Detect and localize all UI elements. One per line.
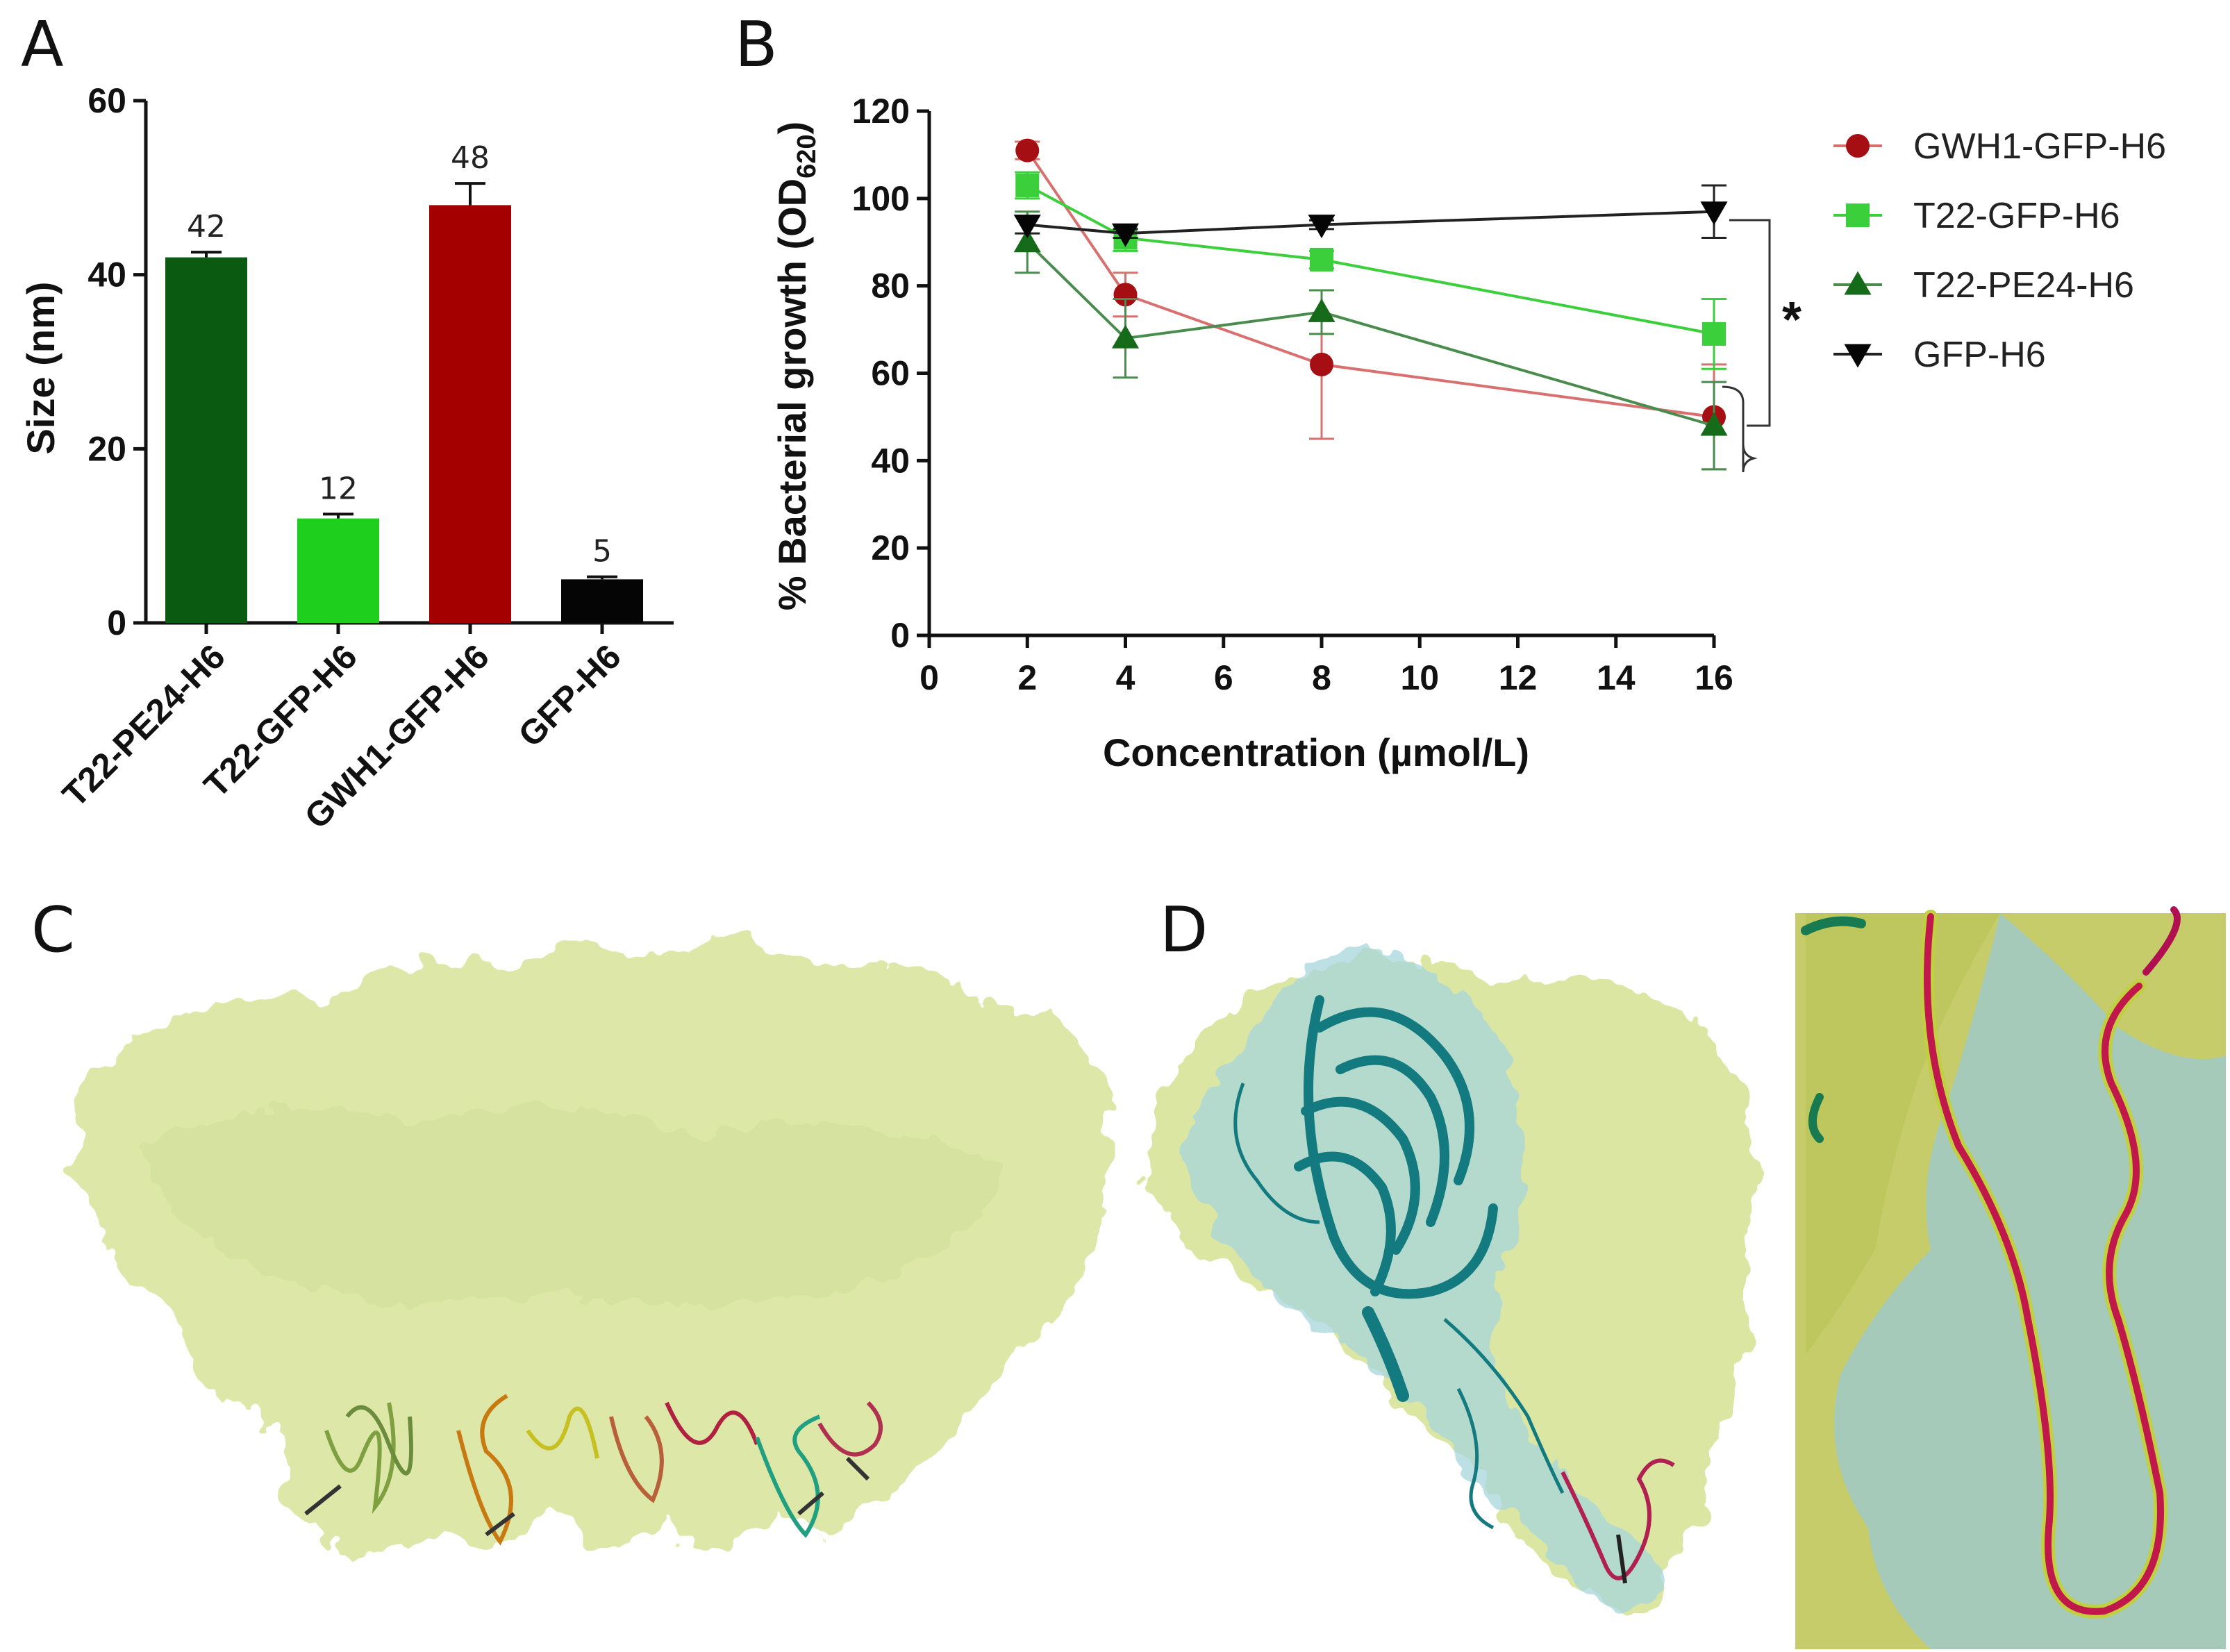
- marker-triangle-down: [1700, 201, 1728, 226]
- x-tick-label: 12: [1499, 658, 1538, 697]
- series-line: [1027, 210, 1715, 235]
- panel-b: B 0 20 40 60 80 100 120 0 2 4 6 8 10 12 14 16 Concentra…: [735, 8, 2166, 774]
- y-tick-label: 0: [107, 603, 126, 642]
- y-tick-label: 60: [871, 354, 910, 393]
- bar: [429, 205, 511, 623]
- y-tick-label: 60: [88, 81, 126, 120]
- y-tick-label: 40: [871, 441, 910, 480]
- panel-c: C: [31, 894, 1111, 1553]
- x-tick-label: 8: [1312, 658, 1331, 697]
- legend-label: T22-PE24-H6: [1913, 265, 2134, 306]
- marker-square: [1846, 203, 1870, 227]
- legend-label: GWH1-GFP-H6: [1913, 126, 2166, 167]
- marker-triangle-up: [1700, 412, 1728, 436]
- marker-triangle-down: [1308, 215, 1335, 239]
- panel-label-b: B: [735, 8, 778, 81]
- line-chart-legend: GWH1-GFP-H6 T22-GFP-H6 T22-PE24-H6 GFP-H6: [1833, 126, 2166, 375]
- y-tick-label: 20: [88, 429, 126, 468]
- bar: [561, 579, 643, 623]
- y-tick-label: 100: [852, 179, 910, 218]
- marker-square: [1702, 322, 1726, 346]
- series-t22-gfp-h6: [1015, 171, 1726, 370]
- series-line: [1026, 184, 1715, 335]
- x-tick-label: 4: [1116, 658, 1135, 697]
- x-tick-label: 6: [1214, 658, 1233, 697]
- bar: [297, 518, 379, 623]
- x-tick-label: 14: [1597, 658, 1636, 697]
- marker-triangle-down: [1013, 215, 1041, 239]
- significance-bracket-small: [1722, 385, 1758, 473]
- series-gwh1-gfp-h6: [1015, 138, 1726, 471]
- line-chart-series: [1013, 138, 1728, 471]
- series-line: [1026, 149, 1715, 419]
- marker-circle: [1113, 283, 1138, 307]
- y-tick-label: 0: [890, 616, 910, 655]
- legend-label: GFP-H6: [1913, 335, 2046, 375]
- x-tick-label: 0: [920, 658, 939, 697]
- y-axis-title-subscript: 620: [792, 134, 822, 178]
- bar-chart-y-axis-title: Size (nm): [19, 282, 63, 455]
- category-label: GFP-H6: [511, 637, 629, 754]
- marker-triangle-up: [1844, 271, 1872, 295]
- marker-triangle-up: [1308, 298, 1335, 322]
- y-axis-title-end: ): [770, 122, 814, 135]
- panel-label-a: A: [21, 8, 64, 81]
- y-tick-label: 40: [88, 256, 126, 294]
- bar-value-label: 48: [451, 140, 490, 176]
- marker-triangle-up: [1013, 228, 1041, 253]
- y-tick-label: 80: [871, 267, 910, 306]
- line-chart-x-axis-title: Concentration (µmol/L): [1103, 731, 1529, 774]
- bar-value-label: 42: [187, 209, 226, 244]
- bar: [165, 257, 247, 624]
- legend-label: T22-GFP-H6: [1913, 196, 2120, 236]
- line-chart-y-axis-title: % Bacterial growth (OD620): [770, 122, 822, 610]
- y-tick-label: 20: [871, 528, 910, 567]
- bar-value-label: 5: [592, 534, 612, 569]
- marker-circle: [1846, 134, 1870, 158]
- category-label: T22-PE24-H6: [55, 637, 233, 815]
- marker-triangle-up: [1111, 324, 1140, 349]
- protein-surface-image: [74, 940, 1111, 1553]
- line-chart-axes: 0 20 40 60 80 100 120 0 2 4 6 8 10 12 14 16: [852, 92, 1733, 697]
- series-gfp-h6: [1013, 184, 1728, 247]
- bar-chart-bars: 42 12 48 5: [165, 140, 643, 624]
- zoom-inset-image: [1795, 906, 2226, 1649]
- x-tick-label: 16: [1695, 658, 1733, 697]
- marker-circle: [1310, 352, 1333, 376]
- marker-triangle-down: [1844, 344, 1872, 368]
- marker-square: [1015, 173, 1040, 197]
- marker-square: [1310, 247, 1333, 272]
- panel-label-d: D: [1160, 894, 1208, 967]
- y-tick-label: 120: [852, 92, 910, 131]
- panel-a: A 0204060T22-PE24-H6T22-GFP-H6GWH1-GFP-H…: [19, 8, 674, 836]
- panel-d: D: [1145, 894, 2226, 1649]
- peptide-ribbons: [304, 1394, 883, 1546]
- significance-bracket-large: [1729, 219, 1771, 427]
- x-tick-label: 10: [1400, 658, 1439, 697]
- marker-triangle-down: [1111, 223, 1140, 247]
- bar-value-label: 12: [319, 471, 358, 506]
- series-line: [1026, 241, 1715, 427]
- gfp-complex-image: [1145, 944, 1754, 1611]
- panel-label-c: C: [31, 894, 75, 967]
- significance-marker: *: [1782, 292, 1802, 348]
- x-tick-label: 2: [1017, 658, 1037, 697]
- marker-circle: [1015, 138, 1040, 162]
- y-axis-title-main: % Bacterial growth (OD: [770, 178, 814, 610]
